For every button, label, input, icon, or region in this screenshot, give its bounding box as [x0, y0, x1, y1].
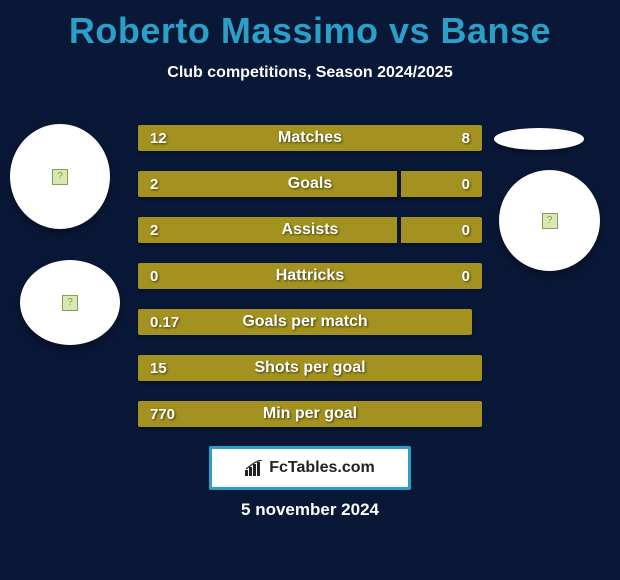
stat-label: Goals per match	[138, 309, 472, 335]
stat-value-right: 8	[462, 125, 470, 151]
stat-value-left: 0.17	[150, 309, 179, 335]
player-right-photo: ?	[499, 170, 600, 271]
player-right-ellipse	[494, 128, 584, 150]
image-placeholder-icon: ?	[52, 169, 68, 185]
stat-value-left: 770	[150, 401, 175, 427]
stat-label: Min per goal	[138, 401, 482, 427]
image-placeholder-icon: ?	[62, 295, 78, 311]
page-subtitle: Club competitions, Season 2024/2025	[0, 64, 620, 82]
stat-value-left: 12	[150, 125, 167, 151]
stat-label: Matches	[138, 125, 482, 151]
date-label: 5 november 2024	[0, 500, 620, 520]
stat-bar: 12 8Matches	[138, 125, 482, 151]
comparison-bars: 128Matches20Goals20Assists00Hattricks0.1…	[138, 125, 482, 447]
bar-chart-icon	[245, 460, 265, 476]
stat-bar: 0.17Goals per match	[138, 309, 472, 335]
stat-bar: 20Assists	[138, 217, 482, 243]
stat-value-left: 2	[150, 171, 158, 197]
stat-bar: 20Goals	[138, 171, 482, 197]
stat-bar: 0 0Hattricks	[138, 263, 482, 289]
stat-bar-left	[138, 171, 397, 197]
fctables-logo: FcTables.com	[209, 446, 411, 490]
image-placeholder-icon: ?	[542, 213, 558, 229]
stat-bar: 15Shots per goal	[138, 355, 482, 381]
stat-value-left: 0	[150, 263, 158, 289]
player-left-photo-1: ?	[10, 124, 110, 229]
stat-value-left: 2	[150, 217, 158, 243]
page-title: Roberto Massimo vs Banse	[0, 0, 620, 52]
stat-bar: 770Min per goal	[138, 401, 482, 427]
stat-value-right: 0	[462, 217, 470, 243]
stat-value-left: 15	[150, 355, 167, 381]
logo-text: FcTables.com	[269, 459, 375, 477]
stat-label: Hattricks	[138, 263, 482, 289]
stat-value-right: 0	[462, 263, 470, 289]
stat-value-right: 0	[462, 171, 470, 197]
stat-bar-left	[138, 217, 397, 243]
player-left-photo-2: ?	[20, 260, 120, 345]
stat-label: Shots per goal	[138, 355, 482, 381]
